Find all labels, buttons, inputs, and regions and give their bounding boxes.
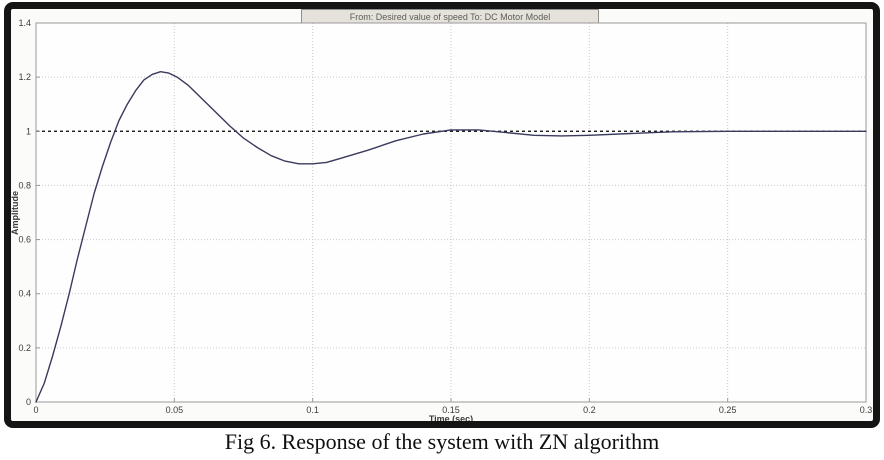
- scope-title-text: From: Desired value of speed To: DC Moto…: [349, 12, 551, 22]
- y-tick-label: 1.4: [18, 18, 31, 28]
- x-tick-label: 0.05: [166, 405, 184, 415]
- y-tick-label: 0: [26, 397, 31, 407]
- y-tick-label: 0.4: [18, 289, 31, 299]
- response-curve: [35, 71, 867, 403]
- x-tick-label: 0.15: [442, 405, 460, 415]
- x-tick-label: 0.1: [306, 405, 319, 415]
- y-tick-label: 0.2: [18, 343, 31, 353]
- x-tick-label: 0.3: [860, 405, 873, 415]
- x-tick-label: 0.2: [583, 405, 596, 415]
- y-axis-label: Amplitude: [10, 191, 20, 235]
- x-tick-label: 0.25: [719, 405, 737, 415]
- x-axis-label: Time (sec): [428, 414, 474, 424]
- y-tick-label: 0.8: [18, 180, 31, 190]
- scope-figure: From: Desired value of speed To: DC Moto…: [4, 2, 880, 428]
- y-tick-label: 0.6: [18, 235, 31, 245]
- y-tick-label: 1.2: [18, 72, 31, 82]
- x-tick-label: 0: [33, 405, 38, 415]
- y-tick-label: 1: [26, 126, 31, 136]
- plot-area: 0 0.05 0.1 0.15 0.2 0.25 0.3 0 0.2 0.4 0.6 0.8 1 1.2 1…: [18, 18, 873, 415]
- figure-caption: Fig 6. Response of the system with ZN al…: [224, 429, 660, 454]
